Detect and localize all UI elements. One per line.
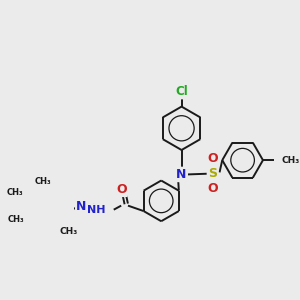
Text: S: S (208, 167, 217, 180)
Text: CH₃: CH₃ (282, 156, 300, 165)
Text: NH: NH (87, 205, 106, 215)
Text: CH₃: CH₃ (35, 177, 52, 186)
Text: CH₃: CH₃ (6, 188, 23, 196)
Text: O: O (207, 182, 218, 195)
Text: CH₃: CH₃ (59, 227, 77, 236)
Text: O: O (116, 183, 127, 196)
Text: Cl: Cl (175, 85, 188, 98)
Text: CH₃: CH₃ (8, 215, 24, 224)
Text: N: N (176, 168, 187, 181)
Text: O: O (207, 152, 218, 165)
Text: N: N (76, 200, 87, 213)
